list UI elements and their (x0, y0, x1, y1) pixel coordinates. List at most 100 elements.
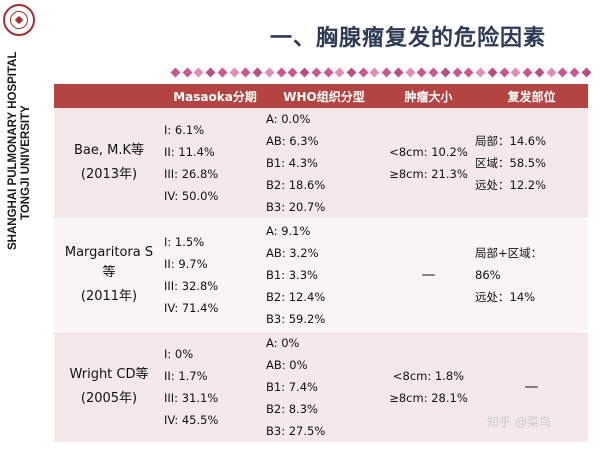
diamond-icon (370, 67, 380, 77)
university-name: TONGJI UNIVERSITY (20, 105, 32, 220)
study-cell: Margaritora S 等 (2011年) (54, 218, 164, 332)
diamond-icon (276, 67, 287, 77)
diamond-icon (393, 67, 404, 77)
who-value: AB: 6.3% (266, 134, 319, 148)
study-year: (2011年) (80, 289, 138, 304)
recurrence-value: — (524, 379, 539, 395)
page-title: 一、胸腺瘤复发的危险因素 (270, 25, 547, 51)
diamond-icon (299, 67, 310, 77)
study-year: (2005年) (80, 391, 138, 406)
table-row: Wright CD等 (2005年) I: 0% II: 1.7% III: 3… (54, 331, 588, 442)
who-value: B2: 18.6% (266, 178, 326, 192)
diamond-icon (182, 67, 193, 77)
who-cell: A: 9.1% AB: 3.2% B1: 3.3% B2: 12.4% B3: … (266, 218, 382, 332)
masaoka-value: II: 9.7% (164, 257, 208, 271)
masaoka-value: II: 11.4% (164, 145, 215, 159)
diamond-icon (381, 67, 392, 77)
recurrence-value: 区域：58.5% (475, 156, 547, 170)
hospital-name-vertical: SHANGHAI PULMONARY HOSPITAL TONGJI UNIVE… (2, 45, 36, 255)
diamond-icon (334, 67, 345, 77)
hospital-name: SHANGHAI PULMONARY HOSPITAL (7, 52, 19, 251)
study-cell: Wright CD等 (2005年) (54, 331, 164, 442)
masaoka-value: IV: 50.0% (164, 189, 219, 203)
diamond-icon (264, 67, 275, 77)
diamond-icon (287, 67, 298, 77)
masaoka-value: III: 26.8% (164, 167, 219, 181)
diamond-icon (581, 67, 592, 77)
masaoka-cell: I: 6.1% II: 11.4% III: 26.8% IV: 50.0% (164, 108, 266, 219)
size-value: <8cm: 10.2% (389, 145, 468, 159)
diamond-icon (346, 67, 357, 77)
header-study (54, 84, 164, 108)
recurrence-value: 远处：12.2% (475, 178, 547, 192)
recurrence-cell: — (475, 331, 588, 442)
masaoka-value: IV: 45.5% (164, 413, 219, 427)
who-cell: A: 0.0% AB: 6.3% B1: 4.3% B2: 18.6% B3: … (266, 108, 382, 219)
who-value: A: 0.0% (266, 112, 311, 126)
size-cell: <8cm: 1.8% ≥8cm: 28.1% (382, 331, 475, 442)
masaoka-cell: I: 0% II: 1.7% III: 31.1% IV: 45.5% (164, 331, 266, 442)
diamond-icon (217, 67, 228, 77)
recurrence-value: 86% (475, 268, 501, 282)
who-value: B1: 3.3% (266, 268, 318, 282)
who-value: B3: 59.2% (266, 312, 326, 326)
diamond-icon (205, 67, 216, 77)
study-name: Bae, M.K等 (73, 143, 145, 158)
study-name: Wright CD等 (69, 367, 149, 382)
diamond-icon (405, 67, 416, 77)
diamond-icon (522, 67, 533, 77)
diamond-icon (170, 67, 181, 77)
diamond-icon (416, 67, 427, 77)
who-value: B1: 7.4% (266, 380, 318, 394)
who-value: AB: 3.2% (266, 246, 319, 260)
size-value: — (421, 267, 436, 283)
watermark: 知乎 @菜鸟 (487, 415, 551, 429)
table-row: Margaritora S 等 (2011年) I: 1.5% II: 9.7%… (54, 218, 588, 332)
diamond-icon (510, 67, 521, 77)
diamond-icon (534, 67, 545, 77)
who-value: B2: 12.4% (266, 290, 326, 304)
diamond-icon (323, 67, 333, 77)
masaoka-value: III: 31.1% (164, 391, 219, 405)
masaoka-value: I: 6.1% (164, 123, 205, 137)
diamond-icon (463, 67, 474, 77)
recurrence-value: 远处：14% (475, 290, 536, 304)
size-value: <8cm: 1.8% (392, 369, 465, 383)
header-recurrence-site: 复发部位 (475, 84, 588, 108)
masaoka-cell: I: 1.5% II: 9.7% III: 32.8% IV: 71.4% (164, 218, 266, 332)
diamond-icon (252, 67, 263, 77)
diamond-icon (311, 67, 322, 77)
who-value: B2: 8.3% (266, 402, 318, 416)
study-cell: Bae, M.K等 (2013年) (54, 108, 164, 219)
masaoka-value: I: 0% (164, 347, 194, 361)
size-cell: — (382, 218, 475, 332)
size-value: ≥8cm: 21.3% (389, 167, 468, 181)
study-name-suffix: 等 (102, 265, 116, 280)
diamond-icon (428, 67, 439, 77)
header-who: WHO组织分型 (266, 84, 382, 108)
size-value: ≥8cm: 28.1% (389, 391, 468, 405)
header-tumor-size: 肿瘤大小 (382, 84, 475, 108)
diamond-icon (440, 67, 451, 77)
decorative-diamond-row (170, 65, 592, 79)
who-value: B1: 4.3% (266, 156, 318, 170)
diamond-icon (358, 67, 369, 77)
table-header-row: Masaoka分期 WHO组织分型 肿瘤大小 复发部位 (54, 84, 588, 108)
diamond-icon (569, 67, 580, 77)
size-cell: <8cm: 10.2% ≥8cm: 21.3% (382, 108, 475, 219)
recurrence-value: 局部+区域： (475, 246, 543, 260)
who-value: B3: 27.5% (266, 424, 326, 438)
table-row: Bae, M.K等 (2013年) I: 6.1% II: 11.4% III:… (54, 108, 588, 219)
diamond-icon (194, 67, 204, 77)
recurrence-cell: 局部：14.6% 区域：58.5% 远处：12.2% (475, 108, 588, 219)
who-value: B3: 20.7% (266, 200, 326, 214)
diamond-icon (240, 67, 251, 77)
who-cell: A: 0% AB: 0% B1: 7.4% B2: 8.3% B3: 27.5% (266, 331, 382, 442)
diamond-icon (475, 67, 486, 77)
who-value: A: 0% (266, 336, 300, 350)
masaoka-value: IV: 71.4% (164, 301, 219, 315)
hospital-seal-icon (3, 4, 35, 36)
masaoka-value: II: 1.7% (164, 369, 208, 383)
risk-factor-table: Masaoka分期 WHO组织分型 肿瘤大小 复发部位 Bae, M.K等 (2… (54, 84, 588, 442)
diamond-icon (499, 67, 510, 77)
